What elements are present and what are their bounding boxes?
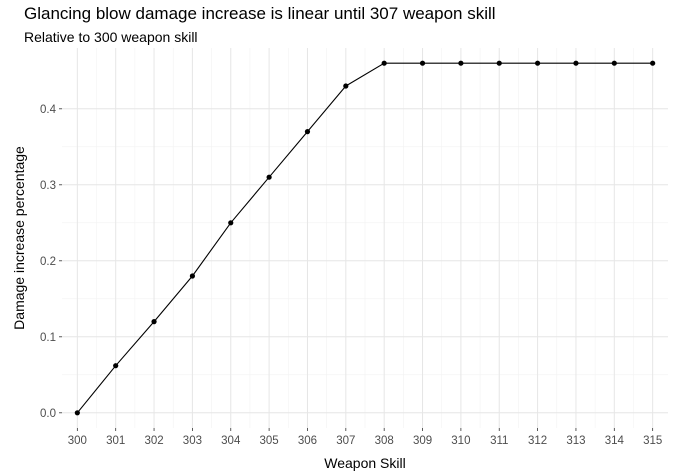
data-point [458, 60, 464, 66]
x-tick-label: 308 [375, 435, 394, 447]
x-tick-label: 315 [643, 435, 662, 447]
data-point [534, 60, 541, 66]
x-tick-label: 300 [68, 435, 87, 447]
data-point [381, 60, 387, 66]
x-tick-label: 307 [336, 435, 355, 447]
x-tick-label: 311 [490, 435, 508, 447]
data-point [573, 60, 579, 66]
y-axis-ticks: 0.0 0.1 0.2 0.3 0.4 [40, 104, 62, 420]
x-tick-label: 302 [144, 435, 163, 447]
chart-subtitle: Relative to 300 weapon skill [24, 29, 198, 45]
y-axis-title: Damage increase percentage [11, 146, 27, 330]
x-tick-label: 304 [221, 435, 241, 447]
data-point [189, 273, 196, 279]
x-tick-label: 314 [605, 435, 625, 447]
data-point [151, 319, 157, 325]
series-points-group [74, 60, 656, 416]
data-point [228, 220, 234, 226]
minor-gridlines [62, 48, 668, 428]
y-tick-label: 0.4 [40, 104, 57, 116]
data-point [74, 410, 80, 416]
y-tick-label: 0.0 [40, 408, 56, 420]
x-tick-label: 301 [106, 435, 125, 447]
data-point [343, 83, 349, 89]
x-tick-label: 313 [566, 435, 585, 447]
major-gridlines [62, 48, 668, 428]
series-line-group [76, 62, 653, 414]
x-tick-label: 305 [260, 435, 279, 447]
data-point [611, 60, 617, 66]
x-tick-label: 312 [528, 435, 547, 447]
x-tick-label: 310 [451, 435, 470, 447]
x-tick-label: 309 [413, 435, 432, 447]
series-line [76, 62, 653, 414]
x-axis-title: Weapon Skill [324, 455, 405, 471]
chart-title: Glancing blow damage increase is linear … [24, 4, 496, 23]
x-axis-ticks: 300 301 302 303 304 305 306 307 308 309 310 311 312 3… [68, 428, 662, 447]
data-point [650, 60, 656, 66]
y-tick-label: 0.1 [40, 332, 56, 344]
y-tick-label: 0.2 [40, 256, 56, 268]
data-point [496, 60, 502, 66]
data-point [419, 60, 426, 66]
data-point [266, 174, 272, 180]
x-tick-label: 303 [183, 435, 202, 447]
data-point [304, 129, 311, 135]
data-point [113, 363, 119, 369]
x-tick-label: 306 [298, 435, 317, 447]
y-tick-label: 0.3 [40, 180, 56, 192]
